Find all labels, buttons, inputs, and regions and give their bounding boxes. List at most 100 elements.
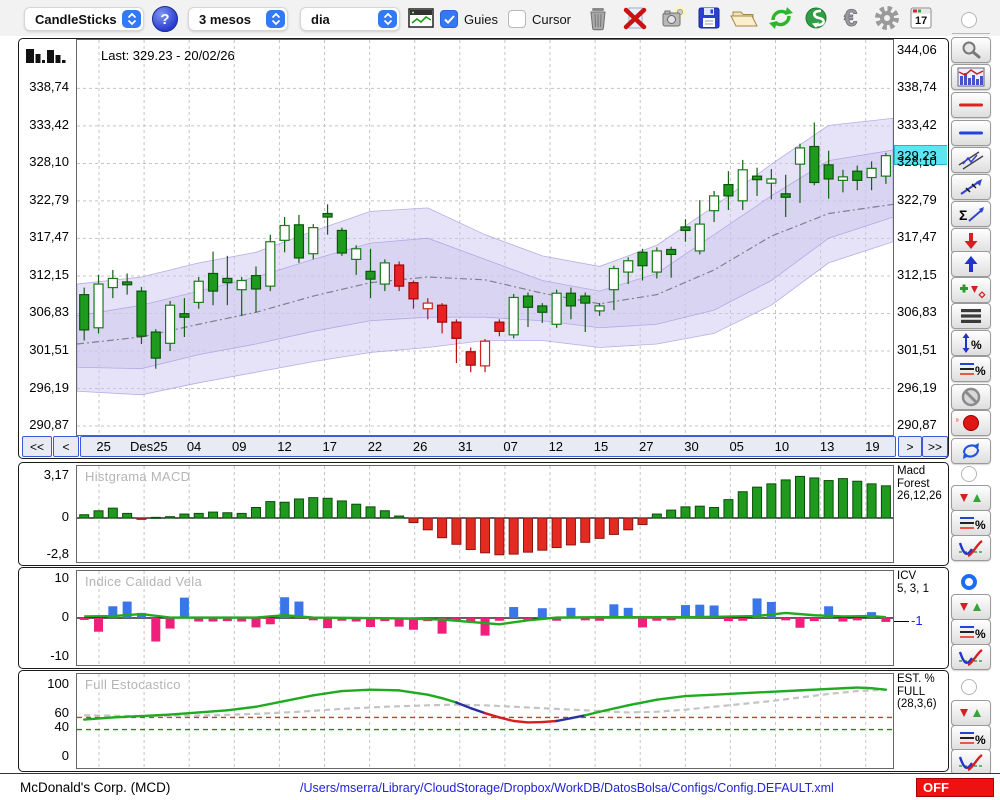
axis-tick: 333,42 [897, 116, 937, 132]
trendline-button[interactable] [951, 174, 991, 200]
refresh-swap-button[interactable] [951, 438, 991, 464]
price-plot[interactable]: Last: 329.23 - 20/02/26 [76, 39, 894, 436]
icv-levels-button[interactable]: % [951, 619, 991, 645]
axis-tick: 290,87 [29, 417, 69, 433]
nav-prev-button[interactable]: < [53, 436, 79, 457]
euro-icon[interactable]: € [838, 3, 868, 33]
icv-plot[interactable]: Indice Calidad Vela [76, 570, 894, 666]
stoch-levels-button[interactable]: % [951, 725, 991, 751]
price-panel: 338,74 333,42 328,10 322,79 317,47 312,15 306,… [18, 38, 949, 459]
macd-plot[interactable]: Histgrama MACD [76, 465, 894, 563]
macd-oscillator-button[interactable] [951, 535, 991, 561]
axis-tick: 0 [61, 747, 69, 763]
levels-percent-button[interactable]: % [951, 356, 991, 382]
arrow-up-blue-button[interactable] [951, 251, 991, 277]
macd-title: Histgrama MACD [85, 469, 191, 484]
gear-icon[interactable] [872, 3, 902, 33]
chart-type-value: CandleSticks [35, 11, 117, 27]
axis-tick: 338,74 [897, 79, 937, 95]
indicator-chart-button[interactable] [951, 64, 991, 90]
record-button[interactable] [951, 410, 991, 436]
axis-tick: 290,87 [897, 417, 937, 433]
toolbar: CandleSticks ? 3 mesos dia [0, 0, 1000, 36]
zoom-button[interactable] [951, 37, 991, 63]
globe-back-icon[interactable] [802, 3, 832, 33]
axis-tick: 338,74 [29, 79, 69, 95]
date-label: 26 [412, 439, 428, 454]
axis-tick: 40 [54, 719, 69, 735]
axis-tick: -10 [50, 648, 69, 664]
last-price-label: Last: 329.23 - 20/02/26 [101, 48, 235, 63]
nav-far-next-button[interactable]: >> [922, 436, 948, 457]
stoch-axis-left: 100 60 40 0 [19, 671, 74, 771]
trash-icon[interactable] [583, 3, 613, 33]
icv-oscillator-button[interactable] [951, 644, 991, 670]
price-panel-radio[interactable] [961, 12, 977, 28]
svg-text:%: % [975, 518, 986, 532]
channel-button[interactable] [951, 147, 991, 173]
svg-text:%: % [975, 364, 986, 378]
delete-red-x-icon[interactable] [620, 3, 650, 33]
red-hline-button[interactable] [951, 92, 991, 118]
calendar-icon[interactable]: 17 [906, 3, 936, 33]
macd-signals-button[interactable] [951, 485, 991, 511]
volume-bars-icon[interactable] [25, 44, 67, 71]
chevron-updown-icon [378, 10, 397, 28]
help-button[interactable]: ? [152, 6, 178, 32]
mini-chart-icon[interactable] [406, 3, 436, 33]
off-toggle-button[interactable]: OFF [916, 778, 994, 797]
status-bar: McDonald's Corp. (MCD) /Users/mserra/Lib… [0, 773, 1000, 800]
nav-next-button[interactable]: > [898, 436, 922, 457]
open-folder-icon[interactable] [729, 3, 759, 33]
stoch-oscillator-button[interactable] [951, 749, 991, 775]
axis-tick: 328,10 [897, 154, 937, 170]
axis-tick: 10 [54, 569, 69, 585]
macd-levels-button[interactable]: % [951, 510, 991, 536]
interval-value: dia [311, 11, 330, 27]
stoch-signals-button[interactable] [951, 700, 991, 726]
date-label: 10 [774, 439, 790, 454]
list-button[interactable] [951, 303, 991, 329]
chart-type-select[interactable]: CandleSticks [24, 7, 144, 31]
measure-vertical-percent-button[interactable]: % [951, 330, 991, 356]
guies-checkbox[interactable]: Guies [440, 10, 498, 28]
sigma-trendline-button[interactable]: Σ [951, 201, 991, 227]
disable-button[interactable] [951, 384, 991, 410]
date-label: 19 [865, 439, 880, 454]
icv-signals-button[interactable] [951, 594, 991, 620]
macd-panel-radio[interactable] [961, 466, 977, 482]
arrow-down-red-button[interactable] [951, 228, 991, 254]
stoch-svg [77, 674, 893, 768]
date-label: 12 [277, 439, 292, 454]
icv-title: Indice Calidad Vela [85, 574, 202, 589]
svg-text:%: % [975, 627, 986, 641]
stoch-panel: 100 60 40 0 Full Estocastico EST. % FULL (2… [18, 670, 949, 772]
period-select[interactable]: 3 mesos [188, 7, 288, 31]
icv-panel-radio[interactable] [961, 574, 977, 590]
cursor-label: Cursor [532, 11, 572, 27]
refresh-icon[interactable] [766, 3, 796, 33]
date-label: 31 [458, 439, 473, 454]
macd-label-right: Macd Forest 26,12,26 [894, 463, 947, 565]
snapshot-icon[interactable] [658, 3, 688, 33]
chevron-updown-icon [266, 10, 285, 28]
axis-tick: 296,19 [897, 379, 937, 395]
interval-select[interactable]: dia [300, 7, 400, 31]
macd-svg [77, 466, 893, 562]
date-strip[interactable]: 25 Des25 04 09 12 17 22 26 31 07 12 15 27 30 05 10 13 19 [80, 436, 896, 457]
blue-hline-button[interactable] [951, 120, 991, 146]
save-icon[interactable] [694, 3, 724, 33]
axis-tick: 317,47 [29, 229, 69, 245]
stoch-title: Full Estocastico [85, 677, 181, 692]
cursor-checkbox[interactable]: Cursor [508, 10, 571, 28]
stoch-panel-radio[interactable] [961, 679, 977, 695]
nav-far-prev-button[interactable]: << [22, 436, 52, 457]
svg-text:€: € [844, 5, 857, 32]
date-label: 15 [593, 439, 609, 454]
axis-tick: 322,79 [29, 191, 69, 207]
stoch-plot[interactable]: Full Estocastico [76, 673, 894, 769]
svg-text:17: 17 [915, 15, 927, 27]
markers-button[interactable] [951, 277, 991, 303]
date-label: 17 [322, 439, 337, 454]
